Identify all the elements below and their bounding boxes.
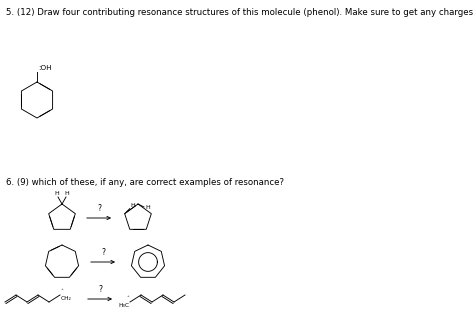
Text: ⁺: ⁺ [126,295,129,300]
Text: ?: ? [101,248,105,257]
Text: 6. (9) which of these, if any, are correct examples of resonance?: 6. (9) which of these, if any, are corre… [6,178,284,187]
Text: H: H [64,191,69,196]
Text: ?: ? [98,285,102,294]
Text: 5. (12) Draw four contributing resonance structures of this molecule (phenol). M: 5. (12) Draw four contributing resonance… [6,8,474,17]
Text: ?: ? [97,204,101,213]
Text: H: H [131,203,136,208]
Text: H: H [55,191,59,196]
Text: ⁺: ⁺ [61,288,64,293]
Text: H: H [145,204,150,210]
Text: :OH: :OH [38,65,52,71]
Text: CH₂: CH₂ [61,296,72,301]
Text: H₃C: H₃C [118,303,129,308]
